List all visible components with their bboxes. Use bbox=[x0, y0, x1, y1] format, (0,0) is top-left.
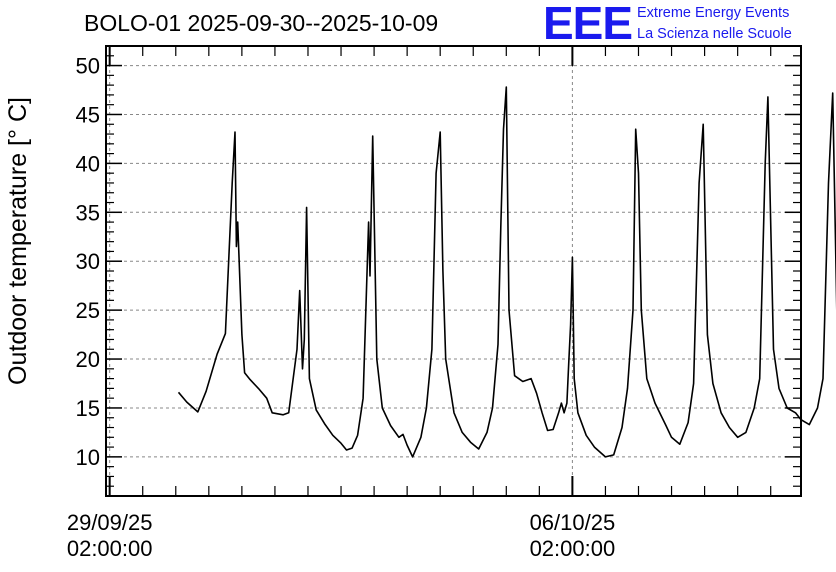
y-tick-label: 15 bbox=[76, 396, 100, 421]
chart-title: BOLO-01 2025-09-30--2025-10-09 bbox=[84, 10, 439, 36]
y-tick-label: 25 bbox=[76, 298, 100, 323]
y-axis-label: Outdoor temperature [° C] bbox=[4, 97, 32, 385]
x-tick-time: 02:00:00 bbox=[530, 536, 616, 561]
temperature-line bbox=[177, 86, 836, 458]
x-tick-time: 02:00:00 bbox=[67, 536, 153, 561]
y-tick-label: 30 bbox=[76, 249, 100, 274]
eee-logo: EEE Extreme Energy Events La Scienza nel… bbox=[543, 0, 833, 49]
axis-ticks: 10152025303540455029/09/2502:00:0006/10/… bbox=[67, 45, 801, 561]
plot-frame bbox=[105, 45, 802, 497]
y-tick-label: 10 bbox=[76, 445, 100, 470]
y-tick-label: 50 bbox=[76, 54, 100, 79]
y-tick-label: 45 bbox=[76, 102, 100, 127]
y-tick-label: 20 bbox=[76, 347, 100, 372]
logo-line-2: La Scienza nelle Scuole bbox=[637, 26, 792, 42]
x-tick-date: 29/09/25 bbox=[67, 510, 153, 535]
logo-mark: EEE bbox=[543, 0, 633, 49]
x-tick-date: 06/10/25 bbox=[530, 510, 616, 535]
logo-line-1: Extreme Energy Events bbox=[637, 5, 790, 21]
y-tick-label: 35 bbox=[76, 200, 100, 225]
y-tick-label: 40 bbox=[76, 151, 100, 176]
